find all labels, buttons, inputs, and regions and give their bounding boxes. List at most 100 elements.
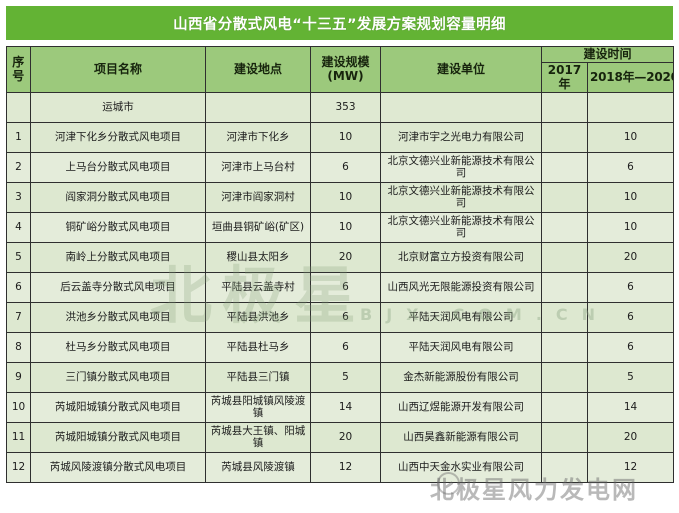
table-row: 11 芮城阳城镇分散式风电项目 芮城县大王镇、阳城镇 20 山西昊鑫新能源有限公司 20 <box>6 422 675 454</box>
cell-year-2018-2020: 12 <box>586 452 675 484</box>
table-row: 4 铜矿峪分散式风电项目 垣曲县铜矿峪(矿区) 10 北京文德兴业新能源技术有限公司 10 <box>6 212 675 244</box>
cell-location: 河津市上马台村 <box>205 152 311 184</box>
cell-capacity: 6 <box>310 332 381 364</box>
table-row: 12 芮城风陵渡镇分散式风电项目 芮城县风陵渡镇 12 山西中天金水实业有限公司 12 <box>6 452 675 484</box>
cell-seq <box>6 92 31 124</box>
col-header-capacity: 建设规模 (MW) <box>310 45 381 94</box>
cell-year-2018-2020: 14 <box>586 392 675 424</box>
cell-unit: 平陆天润风电有限公司 <box>380 332 542 364</box>
cell-capacity: 14 <box>310 392 381 424</box>
cell-project-name: 三门镇分散式风电项目 <box>30 362 206 394</box>
cell-year-2018-2020: 10 <box>586 122 675 154</box>
cell-project-name: 阎家洞分散式风电项目 <box>30 182 206 214</box>
cell-location: 垣曲县铜矿峪(矿区) <box>205 212 311 244</box>
col-header-project-name: 项目名称 <box>30 45 206 94</box>
cell-seq: 1 <box>6 122 31 154</box>
cell-year-2017 <box>541 182 588 214</box>
cell-year-2018-2020: 10 <box>586 212 675 244</box>
cell-seq: 11 <box>6 422 31 454</box>
cell-location: 芮城县大王镇、阳城镇 <box>205 422 311 454</box>
capacity-plan-table: 序号 项目名称 建设地点 建设规模 (MW) 建设单位 建设时间 2017年 2… <box>6 45 675 484</box>
table-body: 运城市 353 1 河津下化乡分散式风电项目 河津市下化乡 10 河津市宇之光电力有限公司 1… <box>6 92 675 484</box>
cell-year-2018-2020: 6 <box>586 332 675 364</box>
cell-seq: 2 <box>6 152 31 184</box>
cell-capacity: 6 <box>310 272 381 304</box>
cell-unit: 北京文德兴业新能源技术有限公司 <box>380 182 542 214</box>
cell-seq: 5 <box>6 242 31 274</box>
cell-year-2017 <box>541 452 588 484</box>
cell-project-name: 洪池乡分散式风电项目 <box>30 302 206 334</box>
cell-project-name: 运城市 <box>30 92 206 124</box>
cell-year-2018-2020: 10 <box>586 182 675 214</box>
cell-year-2017 <box>541 392 588 424</box>
col-header-year-2017: 2017年 <box>541 62 588 94</box>
col-header-location: 建设地点 <box>205 45 311 94</box>
cell-unit: 山西辽煜能源开发有限公司 <box>380 392 542 424</box>
cell-seq: 8 <box>6 332 31 364</box>
cell-capacity: 6 <box>310 302 381 334</box>
cell-location: 河津市阎家洞村 <box>205 182 311 214</box>
cell-year-2018-2020: 6 <box>586 302 675 334</box>
table-row: 3 阎家洞分散式风电项目 河津市阎家洞村 10 北京文德兴业新能源技术有限公司 10 <box>6 182 675 214</box>
cell-seq: 10 <box>6 392 31 424</box>
cell-location <box>205 92 311 124</box>
cell-year-2017 <box>541 242 588 274</box>
cell-year-2017 <box>541 122 588 154</box>
cell-project-name: 杜马乡分散式风电项目 <box>30 332 206 364</box>
cell-location: 河津市下化乡 <box>205 122 311 154</box>
cell-year-2017 <box>541 272 588 304</box>
table-row: 7 洪池乡分散式风电项目 平陆县洪池乡 6 平陆天润风电有限公司 6 <box>6 302 675 334</box>
cell-seq: 4 <box>6 212 31 244</box>
cell-location: 芮城县风陵渡镇 <box>205 452 311 484</box>
cell-unit <box>380 92 542 124</box>
table-row: 10 芮城阳城镇分散式风电项目 芮城县阳城镇风陵渡镇 14 山西辽煜能源开发有限公司 14 <box>6 392 675 424</box>
cell-location: 芮城县阳城镇风陵渡镇 <box>205 392 311 424</box>
cell-seq: 12 <box>6 452 31 484</box>
cell-capacity: 12 <box>310 452 381 484</box>
cell-seq: 7 <box>6 302 31 334</box>
table-title-banner: 山西省分散式风电“十三五”发展方案规划容量明细 <box>6 6 673 40</box>
cell-capacity: 20 <box>310 242 381 274</box>
cell-year-2018-2020: 20 <box>586 422 675 454</box>
table-header: 序号 项目名称 建设地点 建设规模 (MW) 建设单位 建设时间 2017年 2… <box>6 45 675 94</box>
cell-location: 平陆县杜马乡 <box>205 332 311 364</box>
cell-year-2017 <box>541 92 588 124</box>
cell-project-name: 后云盖寺分散式风电项目 <box>30 272 206 304</box>
cell-capacity: 20 <box>310 422 381 454</box>
page-title: 山西省分散式风电“十三五”发展方案规划容量明细 <box>173 16 506 33</box>
cell-location: 平陆县云盖寺村 <box>205 272 311 304</box>
cell-unit: 北京财富立方投资有限公司 <box>380 242 542 274</box>
cell-year-2018-2020: 6 <box>586 152 675 184</box>
capacity-header-line1: 建设规模 <box>321 55 370 70</box>
cell-unit: 山西风光无限能源投资有限公司 <box>380 272 542 304</box>
cell-year-2018-2020: 20 <box>586 242 675 274</box>
cell-unit: 山西昊鑫新能源有限公司 <box>380 422 542 454</box>
cell-unit: 平陆天润风电有限公司 <box>380 302 542 334</box>
col-header-build-time: 建设时间 <box>540 45 675 64</box>
table-row: 2 上马台分散式风电项目 河津市上马台村 6 北京文德兴业新能源技术有限公司 6 <box>6 152 675 184</box>
cell-project-name: 芮城风陵渡镇分散式风电项目 <box>30 452 206 484</box>
cell-project-name: 河津下化乡分散式风电项目 <box>30 122 206 154</box>
cell-seq: 6 <box>6 272 31 304</box>
cell-capacity: 6 <box>310 152 381 184</box>
header-row-top: 序号 项目名称 建设地点 建设规模 (MW) 建设单位 建设时间 <box>6 45 675 94</box>
cell-year-2017 <box>541 422 588 454</box>
table-row: 1 河津下化乡分散式风电项目 河津市下化乡 10 河津市宇之光电力有限公司 10 <box>6 122 675 154</box>
cell-year-2017 <box>541 152 588 184</box>
cell-project-name: 铜矿峪分散式风电项目 <box>30 212 206 244</box>
cell-location: 稷山县太阳乡 <box>205 242 311 274</box>
cell-unit: 山西中天金水实业有限公司 <box>380 452 542 484</box>
col-header-year-2018-2020: 2018年—2020年 <box>586 62 675 94</box>
cell-location: 平陆县洪池乡 <box>205 302 311 334</box>
cell-year-2017 <box>541 302 588 334</box>
table-row: 运城市 353 <box>6 92 675 124</box>
cell-year-2017 <box>541 212 588 244</box>
cell-capacity: 353 <box>310 92 381 124</box>
cell-capacity: 10 <box>310 212 381 244</box>
cell-capacity: 10 <box>310 182 381 214</box>
table-row: 9 三门镇分散式风电项目 平陆县三门镇 5 金杰新能源股份有限公司 5 <box>6 362 675 394</box>
cell-unit: 北京文德兴业新能源技术有限公司 <box>380 212 542 244</box>
col-header-seq: 序号 <box>6 45 31 94</box>
cell-capacity: 10 <box>310 122 381 154</box>
